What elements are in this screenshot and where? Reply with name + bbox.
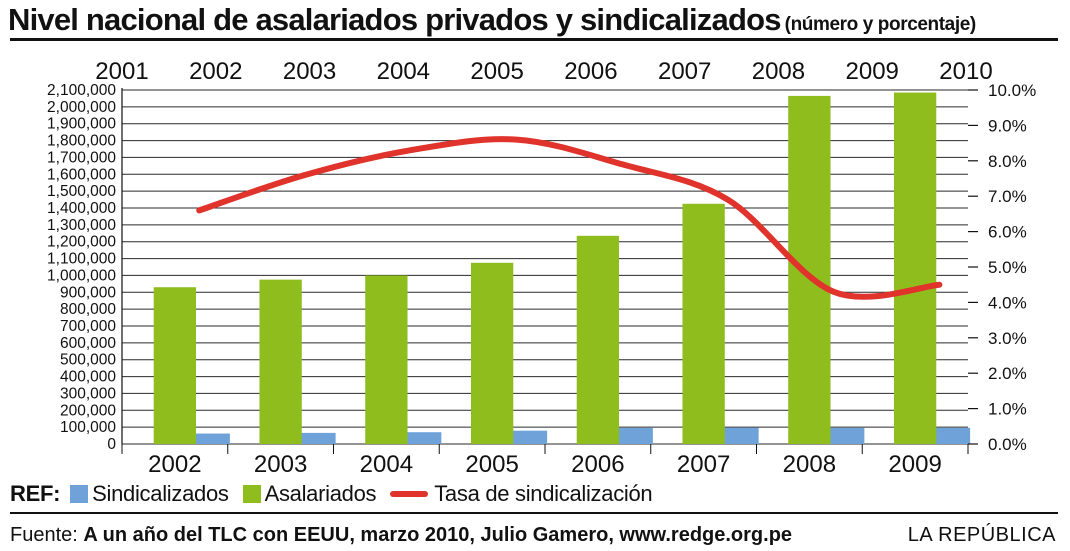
footer-rule: [10, 512, 1058, 514]
bar-sindicalizados-2003: [293, 432, 336, 444]
line-layer: [196, 136, 943, 300]
legend-label-asalariados: Asalariados: [264, 481, 377, 506]
legend-swatch-tasa: [390, 491, 429, 497]
bar-sindicalizados-2005: [504, 430, 548, 444]
y2-tick-label: 10.0%: [988, 81, 1036, 100]
x-tick-label: 2003: [254, 451, 307, 478]
legend-label-tasa: Tasa de sindicalización: [434, 481, 653, 506]
x-tick-label: 2007: [677, 451, 730, 478]
bar-asalariados-2004: [365, 275, 408, 444]
legend-item-tasa: Tasa de sindicalización: [390, 481, 653, 507]
x-tick-label: 2009: [888, 451, 941, 478]
y2-tick-label: 5.0%: [988, 258, 1027, 277]
y-tick-label: 800,000: [60, 301, 116, 318]
y-tick-label: 900,000: [60, 284, 116, 301]
source-prefix: Fuente:: [10, 524, 78, 546]
y-tick-label: 1,200,000: [47, 234, 116, 251]
y2-tick-label: 2.0%: [988, 364, 1027, 383]
source-text: A un año del TLC con EEUU, marzo 2010, J…: [83, 524, 793, 546]
top-axis-label: 2002: [189, 58, 242, 85]
y-tick-label: 100,000: [60, 419, 116, 436]
bar-asalariados-2006: [576, 235, 620, 444]
chart-title: Nivel nacional de asalariados privados y…: [8, 2, 781, 37]
y-tick-label: 600,000: [60, 335, 116, 352]
x-tick-label: 2004: [360, 451, 413, 478]
y-tick-label: 1,000,000: [47, 267, 116, 284]
bar-asalariados-2008: [788, 95, 831, 445]
y-tick-label: 2,000,000: [47, 99, 116, 116]
legend-item-asalariados: Asalariados: [242, 481, 377, 507]
y-tick-label: 1,400,000: [47, 200, 116, 217]
top-axis-label: 2001: [95, 58, 148, 85]
y-tick-label: 1,700,000: [47, 149, 116, 166]
y-tick-label: 200,000: [60, 402, 116, 419]
top-axis-label: 2005: [470, 58, 523, 85]
y-tick-label: 1,800,000: [47, 133, 116, 150]
bar-asalariados-2009: [893, 92, 937, 445]
legend-ref-label: REF:: [10, 481, 61, 506]
x-tick-label: 2006: [571, 451, 624, 478]
y-tick-label: 1,500,000: [47, 183, 116, 200]
bar-asalariados-2002: [153, 287, 197, 444]
y-tick-label: 1,900,000: [47, 116, 116, 133]
y-tick-label: 1,100,000: [47, 251, 116, 268]
top-axis-label: 2004: [377, 58, 430, 85]
y2-tick-label: 9.0%: [988, 116, 1027, 135]
bar-sindicalizados-2002: [187, 433, 230, 444]
bar-asalariados-2005: [470, 262, 514, 444]
y-tick-label: 300,000: [60, 385, 116, 402]
footer: Fuente: A un año del TLC con EEUU, marzo…: [10, 524, 1056, 547]
y-tick-label: 700,000: [60, 318, 116, 335]
top-axis-label: 2006: [564, 58, 617, 85]
x-tick-label: 2005: [465, 451, 518, 478]
legend-swatch-asalariados: [242, 485, 261, 503]
y2-tick-label: 1.0%: [988, 400, 1027, 419]
bar-asalariados-2003: [259, 279, 302, 444]
top-axis-label: 2009: [846, 58, 899, 85]
chart-subtitle: (número y porcentaje): [784, 14, 977, 35]
top-axis-label: 2007: [658, 58, 711, 85]
y-tick-label: 0: [107, 436, 116, 453]
legend-item-sindicalizados: Sindicalizados: [70, 481, 229, 507]
y2-tick-label: 6.0%: [988, 223, 1027, 242]
y-tick-label: 1,600,000: [47, 166, 116, 183]
x-tick-label: 2008: [783, 451, 836, 478]
top-axis-label: 2010: [939, 58, 992, 85]
chart-title-row: Nivel nacional de asalariados privados y…: [8, 2, 976, 38]
y-tick-label: 400,000: [60, 369, 116, 386]
bar-sindicalizados-2008: [822, 427, 865, 444]
title-rule: [10, 38, 1058, 41]
bar-asalariados-2007: [682, 203, 725, 444]
chart-canvas: 2,100,0002,000,0001,900,0001,800,0001,70…: [47, 58, 1036, 478]
y-tick-label: 500,000: [60, 352, 116, 369]
y-tick-label: 1,300,000: [47, 217, 116, 234]
axes-layer: 2,100,0002,000,0001,900,0001,800,0001,70…: [47, 58, 1036, 478]
legend: REF: Sindicalizados Asalariados Tasa de …: [10, 481, 666, 507]
y-tick-label: 2,100,000: [47, 82, 116, 99]
x-tick-label: 2002: [148, 451, 201, 478]
legend-label-sindicalizados: Sindicalizados: [92, 481, 229, 506]
bar-sindicalizados-2006: [610, 427, 653, 444]
y2-tick-label: 0.0%: [988, 435, 1027, 454]
legend-swatch-sindicalizados: [70, 485, 89, 503]
bars-layer: [153, 92, 971, 445]
bar-sindicalizados-2007: [716, 427, 759, 444]
bar-sindicalizados-2004: [399, 432, 442, 444]
y2-tick-label: 3.0%: [988, 329, 1027, 348]
line-tasa-sindicalizacion: [196, 136, 943, 300]
bar-sindicalizados-2009: [927, 427, 971, 444]
brand-logo-text: LA REPÚBLICA: [907, 524, 1056, 546]
y2-tick-label: 8.0%: [988, 152, 1027, 171]
top-axis-label: 2008: [752, 58, 805, 85]
y2-tick-label: 7.0%: [988, 187, 1027, 206]
top-axis-label: 2003: [283, 58, 336, 85]
y2-tick-label: 4.0%: [988, 293, 1027, 312]
